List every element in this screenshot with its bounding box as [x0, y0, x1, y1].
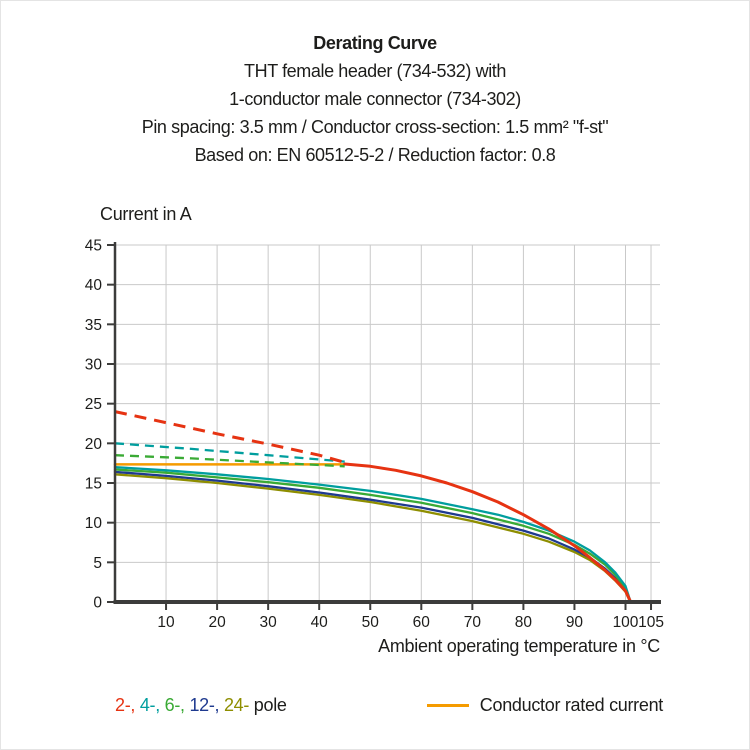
legend-pole-label: 24- — [223, 695, 254, 715]
x-tick-label: 30 — [260, 614, 278, 631]
x-tick-label: 10 — [157, 614, 175, 631]
x-tick-label: 100 — [613, 614, 639, 631]
legend-conductor: Conductor rated current — [426, 692, 664, 718]
y-axis-title: Current in A — [100, 204, 192, 224]
legend-pole-label: 4-, — [139, 695, 165, 715]
x-tick-label: 80 — [515, 614, 533, 631]
curve-pole6-dashed — [114, 454, 345, 468]
x-tick-label: 40 — [311, 614, 329, 631]
y-tick-label: 35 — [85, 317, 102, 334]
y-tick-label: 15 — [85, 476, 102, 493]
y-tick-label: 25 — [85, 396, 102, 413]
x-tick-label: 105 — [638, 614, 664, 631]
legend-pole-label: 12-, — [189, 695, 224, 715]
x-tick-label: 60 — [413, 614, 431, 631]
legend-pole-counts: 2-, 4-, 6-, 12-, 24- pole — [115, 692, 287, 718]
chart-header: Derating Curve THT female header (734-53… — [0, 29, 750, 169]
curve-pole4-dashed — [114, 442, 345, 463]
conductor-line-swatch — [426, 703, 469, 707]
x-axis-title: Ambient operating temperature in °C — [378, 636, 660, 656]
y-tick-label: 40 — [85, 277, 103, 294]
legend-pole-suffix: pole — [253, 695, 287, 715]
derating-chart: 0 5 10 15 20 25 30 35 40 45 10 20 30 40 50 60 70 80 90 100 1… — [85, 238, 664, 632]
legend-pole-label: 2-, — [115, 695, 140, 715]
legend-pole-label: 6-, — [164, 695, 190, 715]
curve-pole4-solid — [113, 465, 632, 604]
x-tick-label: 50 — [362, 614, 380, 631]
y-tick-label: 30 — [85, 357, 103, 374]
curve-pole6-solid — [113, 468, 632, 604]
chart-title: Derating Curve — [313, 33, 437, 53]
chart-legend: 2-, 4-, 6-, 12-, 24- pole Conductor rate… — [0, 692, 750, 718]
chart-subtitle-line-3: Pin spacing: 3.5 mm / Conductor cross-se… — [141, 117, 609, 137]
x-tick-label: 70 — [464, 614, 482, 631]
y-tick-label: 45 — [85, 238, 102, 255]
x-tick-label: 20 — [208, 614, 226, 631]
y-tick-label: 20 — [85, 436, 103, 453]
legend-conductor-label: Conductor rated current — [479, 694, 664, 715]
curve-pole24-solid — [113, 473, 632, 604]
y-tick-label: 0 — [93, 595, 102, 612]
chart-subtitle-line-1: THT female header (734-532) with — [244, 61, 506, 81]
chart-subtitle-line-2: 1-conductor male connector (734-302) — [229, 89, 521, 109]
y-tick-label: 10 — [85, 515, 103, 532]
chart-subtitle-line-4: Based on: EN 60512-5-2 / Reduction facto… — [194, 145, 556, 165]
x-tick-label: 90 — [566, 614, 584, 631]
curve-pole2-solid — [343, 462, 633, 604]
y-tick-label: 5 — [93, 555, 102, 572]
curve-pole2-dashed — [114, 410, 346, 464]
